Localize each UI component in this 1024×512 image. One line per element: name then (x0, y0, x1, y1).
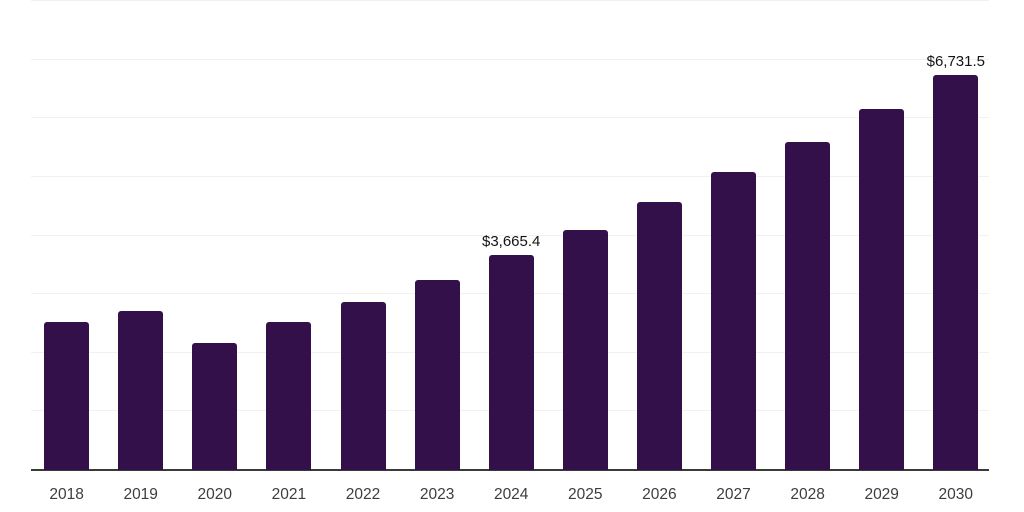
bar-2025[interactable] (562, 229, 608, 470)
x-axis-label-2019: 2019 (123, 486, 158, 503)
bar-2029[interactable] (859, 109, 905, 470)
x-axis-label-2029: 2029 (864, 486, 899, 503)
bar-2018[interactable] (44, 322, 90, 470)
gridline (31, 58, 989, 60)
x-axis-label-2018: 2018 (49, 486, 84, 503)
x-axis-label-2020: 2020 (197, 486, 233, 503)
bar-2028[interactable] (785, 141, 831, 470)
bar-2024[interactable] (488, 255, 534, 470)
gridline (31, 0, 989, 1)
x-axis-label-2024: 2024 (493, 486, 529, 503)
bar-2019[interactable] (118, 310, 164, 470)
x-axis-label-2026: 2026 (642, 486, 677, 503)
x-axis-label-2028: 2028 (790, 486, 825, 503)
x-axis-label-2030: 2030 (938, 486, 974, 503)
bar-value-label-2030: $6,731.5 (926, 53, 985, 71)
x-axis-line (31, 469, 989, 471)
bar-2021[interactable] (266, 321, 312, 470)
gridline (31, 117, 989, 119)
gridline (31, 175, 989, 177)
bar-2022[interactable] (340, 302, 386, 470)
bar-2023[interactable] (414, 280, 460, 470)
x-axis-label-2025: 2025 (568, 486, 603, 503)
x-axis-label-2021: 2021 (271, 486, 307, 503)
x-axis-label-2022: 2022 (345, 486, 381, 503)
bar-2020[interactable] (192, 342, 238, 470)
bar-2027[interactable] (711, 171, 756, 470)
gridline (31, 234, 989, 236)
x-axis-label-2023: 2023 (419, 486, 455, 503)
bar-value-label-2024: $3,665.4 (481, 233, 541, 251)
bar-2026[interactable] (636, 201, 682, 470)
x-axis-label-2027: 2027 (716, 486, 751, 503)
plot-area: $3,665.4 $6,731.5 (31, 0, 989, 471)
bar-2030[interactable] (933, 75, 979, 470)
